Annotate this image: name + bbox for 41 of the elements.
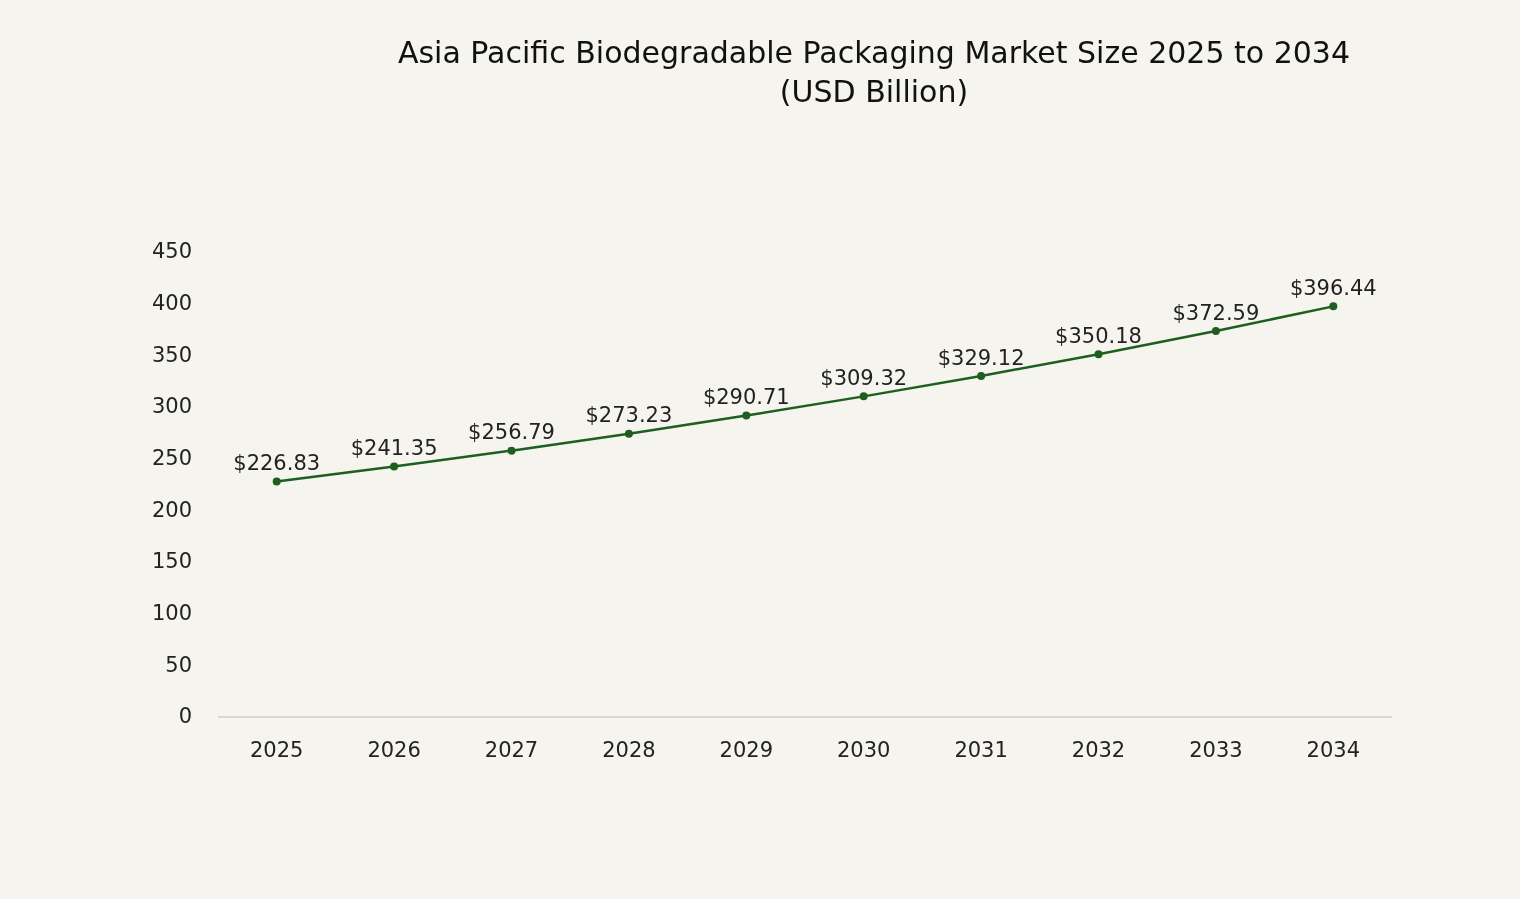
point xyxy=(624,429,633,438)
data-label: $226.83 xyxy=(233,451,321,476)
point xyxy=(507,446,516,455)
point xyxy=(859,392,868,401)
data-label: $372.59 xyxy=(1172,300,1260,325)
chart-title: Asia Pacific Biodegradable Packaging Market Size 2025 to 2034 (USD Billion) xyxy=(397,34,1351,109)
x-tick-label: 2029 xyxy=(719,738,774,763)
data-label: $256.79 xyxy=(468,420,555,445)
point xyxy=(272,477,281,486)
point xyxy=(742,411,751,420)
x-tick-label: 2030 xyxy=(836,738,891,763)
x-tick-label: 2025 xyxy=(249,738,304,763)
y-tick-label: 50 xyxy=(165,652,192,677)
data-label: $396.44 xyxy=(1289,276,1377,301)
x-tick-label: 2027 xyxy=(484,738,539,763)
data-label: $329.12 xyxy=(937,345,1025,370)
point xyxy=(1329,302,1338,311)
y-tick-label: 250 xyxy=(151,446,192,471)
point xyxy=(390,462,399,471)
y-tick-label: 300 xyxy=(151,394,192,419)
y-tick-label: 200 xyxy=(151,497,192,522)
x-tick-label: 2031 xyxy=(954,738,1008,763)
data-label: $273.23 xyxy=(585,403,673,428)
x-tick-label: 2032 xyxy=(1071,738,1126,763)
data-label: $241.35 xyxy=(350,436,438,461)
y-tick-label: 150 xyxy=(151,549,192,574)
data-label: $290.71 xyxy=(702,385,790,410)
data-label: $309.32 xyxy=(820,366,908,391)
point xyxy=(1094,350,1103,359)
x-tick-label: 2028 xyxy=(602,738,656,763)
data-label: $350.18 xyxy=(1055,323,1142,348)
x-tick-label: 2034 xyxy=(1306,738,1361,763)
y-tick-label: 0 xyxy=(178,704,192,729)
y-tick-label: 400 xyxy=(151,291,192,316)
x-tick-label: 2026 xyxy=(367,738,421,763)
point xyxy=(977,371,986,380)
x-tick-label: 2033 xyxy=(1189,738,1243,763)
y-tick-label: 450 xyxy=(151,239,192,264)
y-tick-label: 350 xyxy=(151,342,192,367)
point xyxy=(1211,326,1220,335)
y-tick-label: 100 xyxy=(151,601,192,626)
